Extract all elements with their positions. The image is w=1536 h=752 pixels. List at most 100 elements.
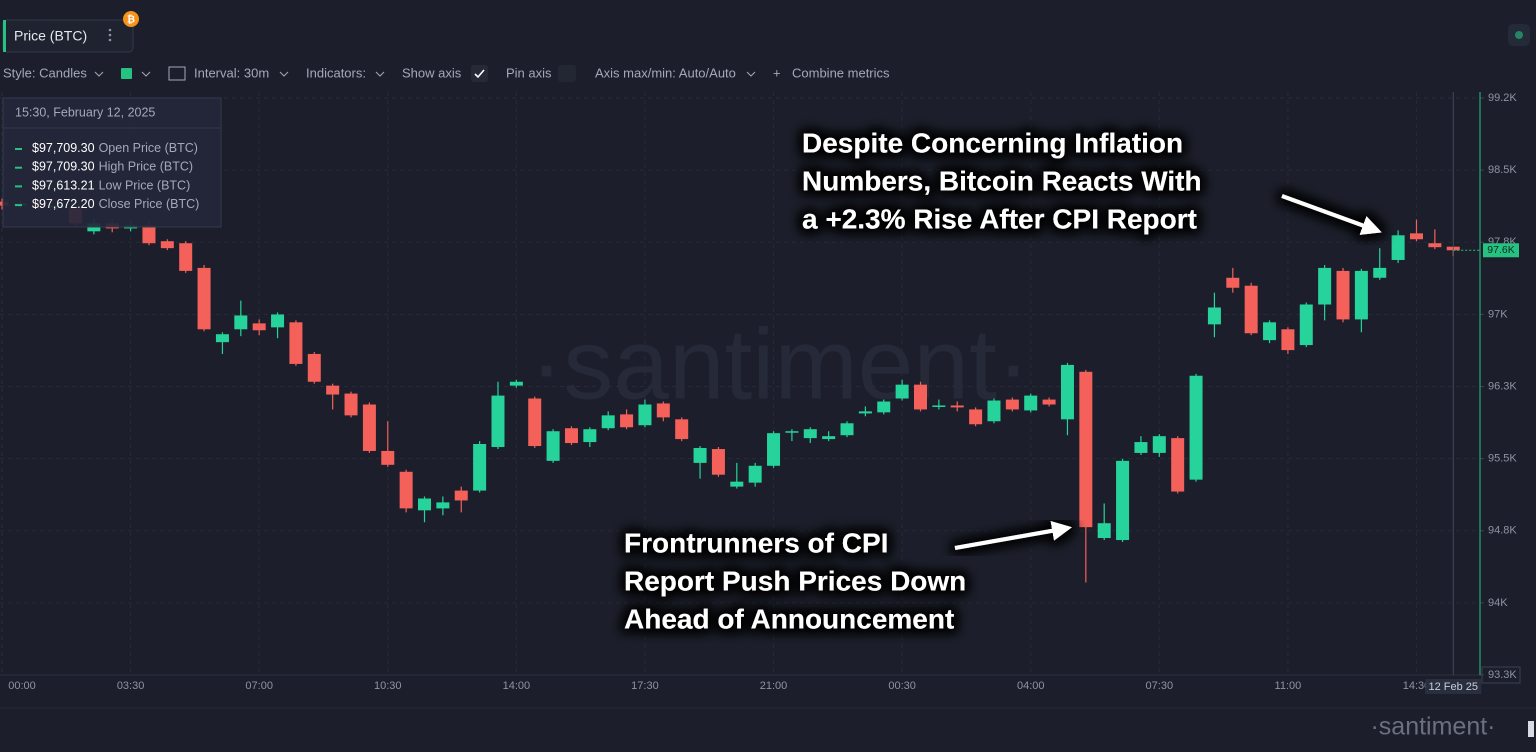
bitcoin-icon	[123, 11, 139, 27]
tab-accent	[3, 20, 6, 52]
candle-body	[399, 471, 413, 509]
candle-body	[638, 404, 652, 426]
x-tick-label: 07:30	[1146, 680, 1174, 692]
pin-axis[interactable]: Pin axis	[506, 65, 552, 80]
candle-body	[656, 403, 670, 418]
interval-select[interactable]: Interval: 30m	[194, 65, 269, 80]
candle-body	[271, 314, 285, 328]
tooltip: 15:30, February 12, 2025 $97,709.30 Open …	[2, 97, 222, 228]
tooltip-row: $97,613.21 Low Price (BTC)	[32, 179, 190, 193]
candle-body	[215, 334, 229, 343]
candle-body	[381, 450, 395, 465]
x-tick-label: 21:00	[760, 680, 788, 692]
tooltip-name: Close Price (BTC)	[99, 197, 200, 211]
candle-body	[877, 401, 891, 413]
checkbox[interactable]	[558, 65, 576, 82]
chevron	[746, 71, 756, 77]
candle-body	[675, 419, 689, 440]
candle-body	[895, 384, 909, 399]
chevron	[375, 71, 385, 77]
logo: ·santiment·	[1370, 713, 1495, 741]
candle-body	[546, 431, 560, 461]
candle-body	[1152, 436, 1166, 453]
candle-body	[1097, 523, 1111, 539]
tooltip-row: $97,709.30 Open Price (BTC)	[32, 141, 198, 155]
show-axis[interactable]: Show axis	[402, 65, 462, 80]
candle-body	[822, 436, 836, 440]
annotation: Ahead of Announcement	[624, 603, 954, 634]
candle-body	[950, 405, 964, 408]
y-tick-label: 94K	[1488, 597, 1508, 609]
candle-body	[252, 323, 266, 331]
candle-body	[1281, 329, 1295, 351]
candle-body	[840, 423, 854, 436]
candle-body	[914, 384, 927, 410]
candle-body	[289, 322, 303, 364]
candle-body	[454, 490, 468, 501]
candle-body	[1005, 399, 1019, 410]
annotation: Despite Concerning Inflation	[802, 127, 1183, 158]
x-tick-label: 10:30	[374, 680, 402, 692]
interval-icon	[168, 66, 186, 81]
x-tick-label: 04:00	[1017, 680, 1045, 692]
combine-metrics[interactable]: Combine metrics	[792, 65, 890, 80]
checkmark	[474, 69, 485, 79]
candle-body	[1226, 277, 1240, 288]
candle-body	[344, 393, 358, 416]
x-tick-label: 11:00	[1275, 680, 1302, 692]
x-tick-label: 00:00	[8, 680, 36, 692]
candle-body	[1060, 364, 1074, 420]
scroll-handle[interactable]	[1528, 721, 1534, 737]
arrow	[1281, 194, 1382, 235]
x-tick-label: 14:30	[1403, 680, 1431, 692]
checkbox[interactable]	[471, 65, 488, 82]
candle-body	[160, 241, 174, 249]
candle-body	[693, 447, 707, 463]
annotation: Frontrunners of CPI	[624, 527, 888, 558]
candle-body	[748, 465, 762, 483]
tooltip-row: $97,709.30 High Price (BTC)	[32, 160, 193, 174]
tooltip-name: Low Price (BTC)	[99, 179, 191, 193]
arrow	[954, 520, 1072, 550]
y-tick-label: 94.8K	[1488, 525, 1517, 537]
candle-body	[473, 444, 487, 491]
tooltip-value: $97,672.20	[32, 197, 95, 211]
candle-body	[803, 429, 817, 439]
candle-body	[1318, 267, 1332, 305]
status-dot	[1515, 31, 1523, 39]
indicators-select[interactable]: Indicators:	[306, 65, 366, 80]
candle-body	[564, 428, 578, 444]
x-tick-label: 07:00	[245, 680, 273, 692]
annotation: a +2.3% Rise After CPI Report	[802, 203, 1197, 234]
tab-menu[interactable]	[108, 28, 112, 42]
bitcoin-glyph: ₿	[127, 14, 135, 26]
color-swatch[interactable]	[121, 68, 132, 79]
x-tick-label: 14:00	[503, 680, 531, 692]
candle-body	[1024, 395, 1038, 411]
candle-body	[1354, 270, 1368, 320]
candle-body	[858, 411, 872, 414]
candle-body	[987, 400, 1001, 422]
candle-body	[1079, 371, 1093, 528]
date-badge	[1425, 679, 1482, 694]
chevron	[94, 71, 104, 77]
tab-title[interactable]: Price (BTC)	[14, 28, 87, 44]
candle-body	[1299, 304, 1313, 346]
candle-body	[307, 353, 321, 382]
candle-body	[730, 481, 744, 487]
candle-body	[932, 405, 946, 407]
candle-body	[142, 225, 156, 244]
plot-area: ·santiment· 93.3K 94K 94.8K 95.5K 96.3K 97K 97.…	[0, 92, 1521, 694]
tooltip-box	[2, 97, 222, 228]
plus-icon: +	[773, 65, 781, 80]
style-select[interactable]: Style: Candles	[3, 65, 87, 80]
y-tick-label: 95.5K	[1488, 453, 1517, 465]
candle-body	[418, 498, 432, 511]
candle-body	[785, 431, 799, 433]
price-badge-label: 97.6K	[1487, 244, 1514, 256]
tooltip-name: High Price (BTC)	[99, 160, 193, 174]
axis-minmax[interactable]: Axis max/min: Auto/Auto	[595, 65, 736, 80]
y-tick-label: 97K	[1488, 308, 1508, 320]
x-tick-label: 00:30	[888, 680, 916, 692]
